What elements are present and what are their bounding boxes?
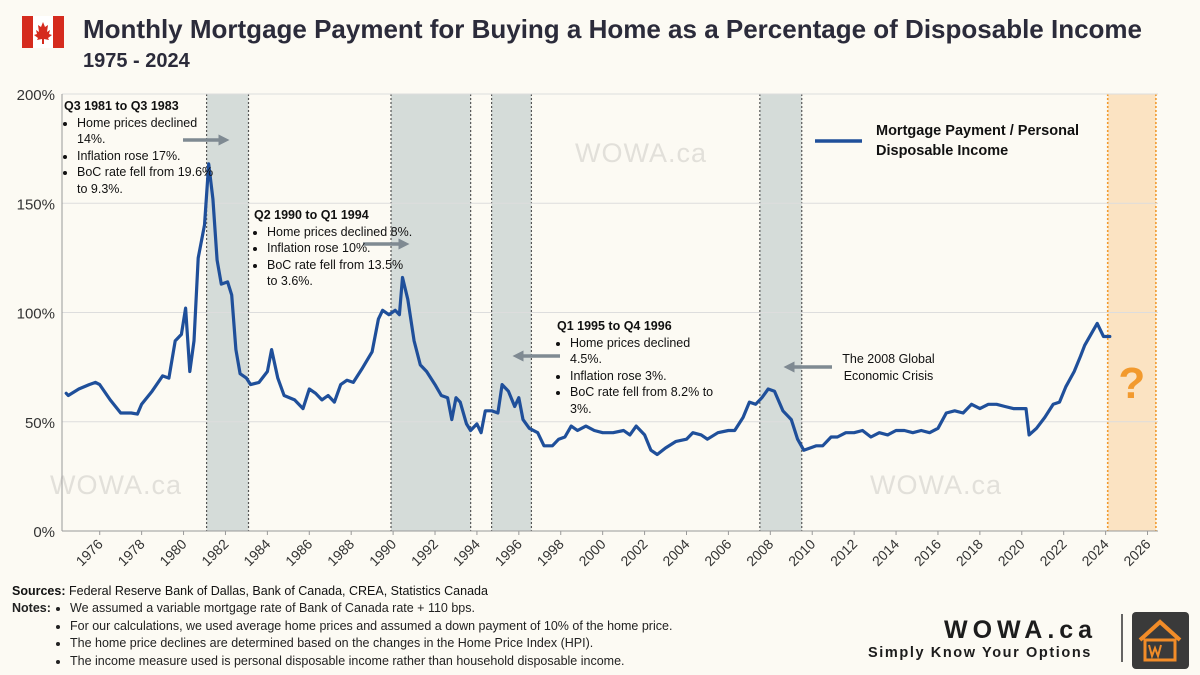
x-tick-label: 1994 — [450, 536, 483, 569]
x-tick-label: 1976 — [72, 536, 105, 569]
notes: Notes: We assumed a variable mortgage rat… — [12, 600, 672, 668]
y-tick-label: 50% — [25, 415, 55, 432]
note-item: For our calculations, we used average ho… — [70, 618, 672, 636]
y-tick-label: 150% — [17, 196, 55, 213]
x-tick-label: 2024 — [1078, 536, 1111, 569]
x-tick-label: 1986 — [282, 536, 315, 569]
x-tick-label: 2016 — [911, 536, 944, 569]
x-tick-label: 2020 — [995, 536, 1028, 569]
arrows — [183, 134, 832, 373]
x-tick-label: 2010 — [785, 536, 818, 569]
y-tick-label: 0% — [33, 524, 55, 541]
annotation: The 2008 Global Economic Crisis — [826, 351, 951, 384]
x-tick-label: 1980 — [156, 536, 189, 569]
x-tick-label: 1978 — [114, 536, 147, 569]
notes-label: Notes: — [12, 601, 51, 615]
watermark: WOWA.ca — [870, 470, 1002, 500]
forecast-mark: ? — [1118, 359, 1145, 408]
annotation-bullet: Inflation rose 17%. — [77, 148, 214, 165]
annotation: Q3 1981 to Q3 1983 Home prices declined 1… — [64, 98, 214, 197]
note-item: We assumed a variable mortgage rate of B… — [70, 600, 672, 618]
x-tick-label: 2004 — [659, 536, 692, 569]
series-line — [64, 162, 1112, 457]
annotation-title: Q2 1990 to Q1 1994 — [254, 208, 369, 222]
sources: Sources: Federal Reserve Bank of Dallas,… — [12, 584, 488, 598]
y-tick-label: 200% — [17, 87, 55, 104]
x-tick-label: 2006 — [701, 536, 734, 569]
logo — [1132, 612, 1189, 669]
annotation-bullet: Home prices declined 8%. — [267, 224, 414, 241]
annotation-bullet: BoC rate fell from 8.2% to 3%. — [570, 384, 717, 417]
tagline: Simply Know Your Options — [868, 645, 1092, 661]
annotation-bullet: Inflation rose 3%. — [570, 368, 717, 385]
annotation-bullet: BoC rate fell from 19.6% to 9.3%. — [77, 164, 214, 197]
annotation-list: Home prices declined 14%.Inflation rose … — [64, 115, 214, 198]
annotation-list: Home prices declined 4.5%.Inflation rose… — [557, 335, 717, 418]
annotation-bullet: Home prices declined 14%. — [77, 115, 214, 148]
x-tick-label: 1996 — [492, 536, 525, 569]
x-tick-label: 1992 — [408, 536, 441, 569]
annotation-title: Q1 1995 to Q4 1996 — [557, 319, 672, 333]
chart-title: Monthly Mortgage Payment for Buying a Ho… — [83, 14, 1143, 44]
x-tick-label: 2026 — [1120, 536, 1153, 569]
x-tick-label: 2000 — [575, 536, 608, 569]
x-tick-label: 2018 — [953, 536, 986, 569]
annotation: Q1 1995 to Q4 1996 Home prices declined 4… — [557, 318, 717, 417]
annotation-text: The 2008 Global Economic Crisis — [842, 352, 935, 383]
x-tick-label: 1998 — [534, 536, 567, 569]
brand: WOWA.ca — [944, 616, 1098, 644]
y-tick-label: 100% — [17, 306, 55, 323]
annotation-list: Home prices declined 8%.Inflation rose 1… — [254, 224, 414, 290]
x-tick-label: 2002 — [617, 536, 650, 569]
note-item: The income measure used is personal disp… — [70, 653, 672, 671]
annotation-bullet: Home prices declined 4.5%. — [570, 335, 717, 368]
background-layer: WOWA.ca WOWA.ca WOWA.ca — [50, 93, 1158, 532]
sources-label: Sources: — [12, 584, 66, 598]
x-tick-label: 1988 — [324, 536, 357, 569]
x-tick-label: 1982 — [198, 536, 231, 569]
annotation-bullet: Inflation rose 10%. — [267, 240, 414, 257]
x-tick-label: 1984 — [240, 536, 273, 569]
x-tick-label: 2022 — [1036, 536, 1069, 569]
x-tick-label: 1990 — [366, 536, 399, 569]
annotation-bullet: BoC rate fell from 13.5% to 3.6%. — [267, 257, 414, 290]
note-item: The home price declines are determined b… — [70, 635, 672, 653]
x-tick-label: 2008 — [743, 536, 776, 569]
flag — [22, 16, 64, 48]
watermark: WOWA.ca — [575, 138, 707, 168]
x-tick-label: 2012 — [827, 536, 860, 569]
sources-text: Federal Reserve Bank of Dallas, Bank of … — [68, 584, 488, 598]
chart-subtitle: 1975 - 2024 — [83, 50, 190, 72]
annotation-title: Q3 1981 to Q3 1983 — [64, 99, 179, 113]
watermark: WOWA.ca — [50, 470, 182, 500]
notes-list: We assumed a variable mortgage rate of B… — [56, 600, 672, 670]
x-tick-label: 2014 — [869, 536, 902, 569]
annotation: Q2 1990 to Q1 1994 Home prices declined 8… — [254, 207, 414, 290]
legend-label: Mortgage Payment / Personal Disposable I… — [876, 123, 1080, 159]
